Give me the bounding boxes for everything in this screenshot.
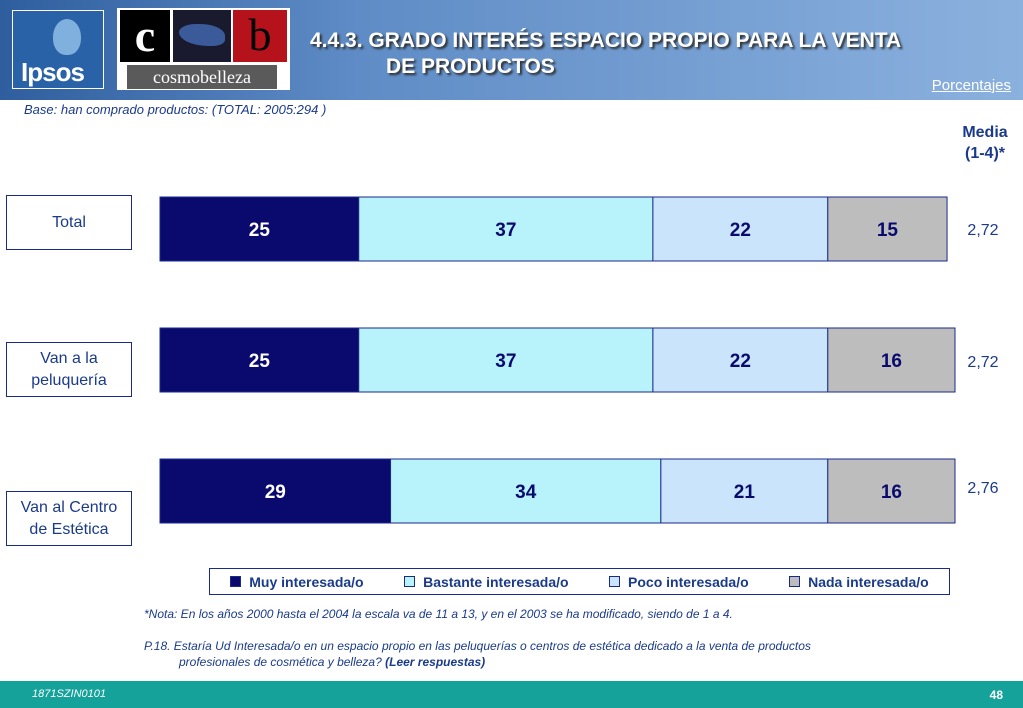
- bar-estetica-nada: [827, 458, 956, 524]
- legend-swatch-muy: [230, 576, 242, 587]
- legend-item-nada: Nada interesada/o: [789, 574, 929, 590]
- logo-b-letter: b: [233, 10, 287, 62]
- media-header: Media (1-4)*: [950, 122, 1020, 164]
- ipsos-logo-text: Ipsos: [21, 57, 85, 87]
- row-label-estetica: Van al Centro de Estética: [6, 491, 132, 546]
- legend-label-muy: Muy interesada/o: [249, 573, 364, 590]
- row-label-peluqueria: Van a la peluquería: [6, 342, 132, 397]
- row-label-estetica-line-2: de Estética: [29, 520, 109, 538]
- legend-label-nada: Nada interesada/o: [808, 573, 929, 590]
- bar-label-estetica-muy: 29: [265, 482, 286, 503]
- bar-total-nada: [827, 196, 948, 262]
- legend-swatch-poco: [609, 576, 621, 587]
- bar-label-estetica-nada: 16: [881, 482, 902, 503]
- ipsos-logo: Ipsos: [12, 10, 104, 89]
- bar-label-estetica-bastante: 34: [515, 482, 537, 503]
- row-label-peluqueria-line-2: peluquería: [31, 371, 107, 389]
- bar-label-peluqueria-poco: 22: [730, 351, 751, 372]
- title-line-2: DE PRODUCTOS: [386, 55, 555, 78]
- bar-total-muy: [159, 196, 360, 262]
- bar-peluqueria-bastante: [358, 327, 654, 393]
- bar-label-total-bastante: 37: [495, 220, 516, 241]
- legend-item-poco: Poco interesada/o: [609, 574, 749, 590]
- legend-label-bastante: Bastante interesada/o: [423, 573, 569, 590]
- question-line-2-wrap: profesionales de cosmética y belleza? (L…: [144, 654, 914, 670]
- bar-peluqueria-muy: [159, 327, 360, 393]
- bar-peluqueria-nada: [827, 327, 956, 393]
- question-line-2: profesionales de cosmética y belleza?: [179, 655, 382, 669]
- media-header-line-1: Media: [962, 124, 1008, 141]
- footer-code: 1871SZIN0101: [32, 688, 106, 700]
- unit-link[interactable]: Porcentajes: [931, 77, 1011, 94]
- footnote: *Nota: En los años 2000 hasta el 2004 la…: [144, 607, 733, 621]
- bar-total-bastante: [358, 196, 654, 262]
- question-text: P.18. Estaría Ud Interesada/o en un espa…: [144, 638, 914, 670]
- header-band: Ipsos c b cosmobelleza 4.4.3. GRADO INTE…: [0, 0, 1023, 100]
- legend-item-bastante: Bastante interesada/o: [404, 574, 569, 590]
- page-number: 48: [989, 688, 1003, 702]
- cosmobelleza-logo: c b cosmobelleza: [117, 8, 290, 90]
- footer-band: 1871SZIN0101 48: [0, 681, 1023, 708]
- question-line-1: P.18. Estaría Ud Interesada/o en un espa…: [144, 639, 811, 653]
- bar-label-estetica-poco: 21: [734, 482, 756, 503]
- bar-label-total-poco: 22: [730, 220, 751, 241]
- bar-label-peluqueria-bastante: 37: [495, 351, 516, 372]
- mean-value-estetica: 2,76: [967, 480, 999, 497]
- media-header-line-2: (1-4)*: [964, 145, 1005, 162]
- row-label-peluqueria-line-1: Van a la: [40, 349, 98, 367]
- question-instruction: (Leer respuestas): [385, 655, 486, 669]
- logo-bird-icon: [173, 10, 231, 62]
- bar-estetica-poco: [660, 458, 829, 524]
- mean-value-peluqueria: 2,72: [967, 354, 999, 371]
- legend-swatch-bastante: [404, 576, 416, 587]
- bar-estetica-bastante: [390, 458, 662, 524]
- legend-item-muy: Muy interesada/o: [230, 573, 364, 590]
- legend-swatch-nada: [789, 576, 801, 587]
- logo-c-letter: c: [120, 10, 170, 62]
- title-line-1: 4.4.3. GRADO INTERÉS ESPACIO PROPIO PARA…: [310, 29, 902, 52]
- row-label-estetica-line-1: Van al Centro: [20, 498, 118, 516]
- base-text: Base: han comprado productos: (TOTAL: 20…: [24, 102, 327, 117]
- mean-value-total: 2,72: [967, 222, 999, 239]
- legend-label-poco: Poco interesada/o: [628, 573, 749, 590]
- chart-legend: Muy interesada/o Bastante interesada/o P…: [209, 568, 950, 595]
- page-title: 4.4.3. GRADO INTERÉS ESPACIO PROPIO PARA…: [310, 28, 1000, 80]
- row-label-total: Total: [6, 195, 132, 250]
- logo-cosmobelleza-text: cosmobelleza: [127, 65, 277, 89]
- ipsos-face-icon: [53, 19, 81, 55]
- bar-label-total-muy: 25: [249, 220, 271, 241]
- bar-label-peluqueria-nada: 16: [881, 351, 902, 372]
- bar-label-peluqueria-muy: 25: [249, 351, 271, 372]
- row-label-total-text: Total: [52, 213, 86, 231]
- bar-peluqueria-poco: [652, 327, 829, 393]
- bar-label-total-nada: 15: [877, 220, 899, 241]
